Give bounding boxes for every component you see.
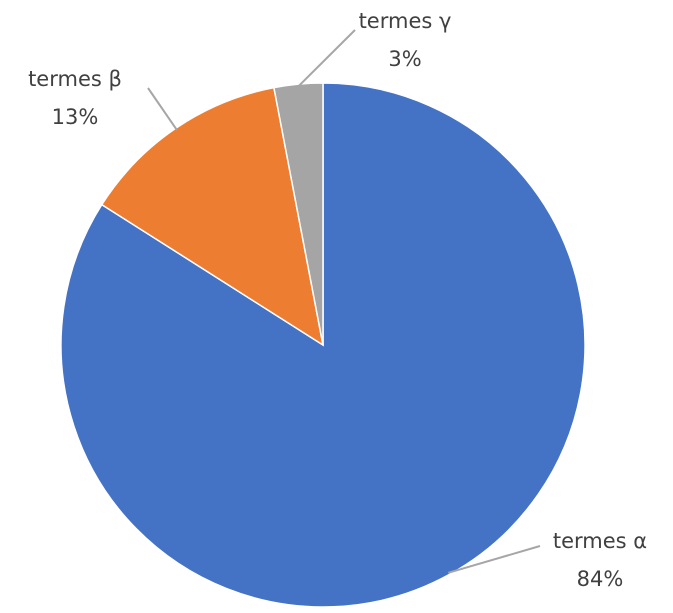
pie-slice [60,82,586,608]
category-label: termes γ [359,9,452,33]
value-label: 84% [577,567,624,591]
leader-line [147,87,178,131]
pie-slice [273,82,324,346]
category-label: termes β [28,67,122,91]
leader-line [297,29,356,87]
leader-line [447,545,541,574]
category-label: termes α [553,529,647,553]
value-label: 13% [52,105,99,129]
value-label: 3% [388,47,421,71]
